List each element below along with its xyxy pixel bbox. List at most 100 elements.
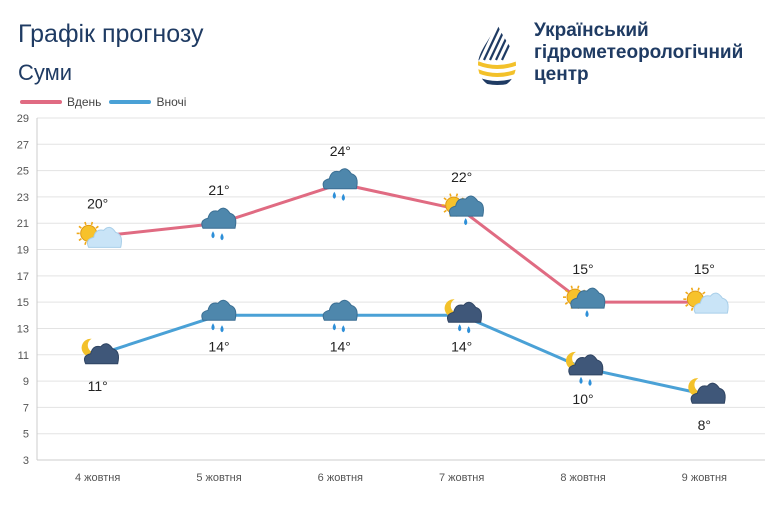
sun-ray	[702, 291, 706, 295]
sun-ray	[84, 241, 87, 246]
sun-ray	[90, 221, 94, 226]
moon-cloud-icon	[81, 338, 119, 365]
city-name: Суми	[18, 60, 73, 85]
sun-ray	[690, 307, 694, 311]
moon-crescent	[565, 351, 583, 370]
y-tick-label: 9	[23, 376, 29, 388]
sun-ray	[455, 193, 459, 197]
y-tick-label: 25	[17, 166, 29, 178]
series-line-night	[97, 313, 705, 396]
data-label: 20°	[87, 195, 108, 211]
sun-ray	[690, 287, 694, 291]
sun-ray	[564, 301, 569, 305]
sun-ray	[78, 225, 82, 229]
data-label: 14°	[330, 338, 351, 354]
organization-name: Український гідрометеорологічний центр	[534, 20, 774, 86]
y-tick-label: 3	[23, 455, 29, 467]
moon-rain-cloud-icon	[565, 351, 604, 386]
x-tick-label: 9 жовтня	[682, 472, 727, 484]
data-label: 14°	[208, 338, 229, 354]
legend-item-night[interactable]: Вночі	[109, 95, 186, 109]
sun-ray	[95, 225, 99, 229]
data-label: 24°	[330, 143, 351, 159]
moon-crescent	[688, 378, 706, 397]
rain-drop	[220, 325, 224, 333]
moon-cloud-icon	[688, 378, 726, 404]
rain-drop	[467, 326, 471, 334]
rain-drop	[579, 376, 583, 384]
x-tick-label: 7 жовтня	[439, 472, 484, 484]
y-tick-label: 29	[17, 113, 29, 125]
moon-crescent	[444, 299, 462, 318]
y-tick-label: 5	[23, 429, 29, 441]
x-tick-label: 5 жовтня	[196, 472, 241, 484]
sun-ray	[443, 209, 447, 213]
cloud-shape	[83, 343, 119, 365]
rain-drop	[341, 193, 345, 201]
sun-cloud-icon	[683, 287, 729, 314]
moon-rain-cloud-icon	[444, 299, 482, 334]
cloud-shape	[201, 299, 237, 321]
data-label: 15°	[694, 261, 715, 277]
y-tick-label: 15	[17, 297, 29, 309]
cloud-shape	[693, 292, 729, 314]
rain-drop	[211, 323, 215, 331]
chart-legend: Вдень Вночі	[20, 95, 194, 109]
y-tick-label: 23	[17, 192, 29, 204]
cloud-shape	[86, 226, 122, 248]
data-label: 8°	[698, 417, 711, 433]
y-tick-label: 21	[17, 218, 29, 230]
data-label: 14°	[451, 338, 472, 354]
cloud-shape	[322, 299, 358, 321]
sun-ray	[78, 238, 82, 242]
data-label: 10°	[572, 391, 593, 407]
rain-drop	[585, 310, 589, 318]
sun-ray	[443, 197, 447, 201]
sun-ray	[570, 285, 573, 289]
legend-item-day[interactable]: Вдень	[20, 95, 101, 109]
legend-label-night: Вночі	[156, 95, 187, 109]
y-tick-label: 7	[23, 402, 29, 414]
sun-ray	[697, 287, 700, 291]
rain-drop	[341, 325, 345, 333]
data-label: 11°	[88, 378, 108, 394]
cloud-shape	[448, 195, 484, 217]
sun-rain-cloud-icon	[563, 285, 606, 318]
rain-cloud-icon	[322, 299, 358, 333]
org-line-3: центр	[534, 64, 589, 85]
cloud-shape	[570, 287, 606, 309]
sun-ray	[577, 285, 580, 289]
sun-ray	[685, 303, 689, 307]
cloud-shape	[322, 168, 358, 190]
sun-ray	[449, 193, 452, 197]
sun-rain-cloud-icon	[441, 193, 484, 226]
y-tick-label: 19	[17, 245, 29, 257]
sun-ray	[685, 291, 689, 295]
data-label: 21°	[208, 182, 229, 198]
cloud-shape	[446, 301, 482, 323]
rain-drop	[588, 378, 592, 386]
sun-ray	[564, 289, 569, 293]
rain-drop	[464, 218, 468, 226]
rain-drop	[211, 231, 215, 239]
rain-drop	[458, 324, 462, 332]
rain-cloud-icon	[322, 168, 358, 201]
page-title: Графік прогнозу	[18, 20, 204, 48]
rain-drop	[332, 191, 336, 199]
cloud-shape	[690, 382, 726, 404]
moon-crescent	[81, 338, 99, 357]
y-tick-label: 13	[17, 323, 29, 335]
sun-cloud-icon	[76, 221, 122, 248]
cloud-shape	[568, 354, 604, 376]
rain-drop	[220, 233, 224, 241]
rain-cloud-icon	[201, 207, 237, 241]
y-tick-label: 17	[17, 271, 29, 283]
y-tick-label: 11	[18, 350, 29, 362]
x-tick-label: 4 жовтня	[75, 472, 120, 484]
data-label: 22°	[451, 169, 472, 185]
legend-swatch-day	[20, 100, 62, 104]
org-line-1: Український	[534, 20, 649, 41]
hydrometeorological-center-logo	[478, 23, 516, 87]
series-line-day	[97, 182, 705, 304]
